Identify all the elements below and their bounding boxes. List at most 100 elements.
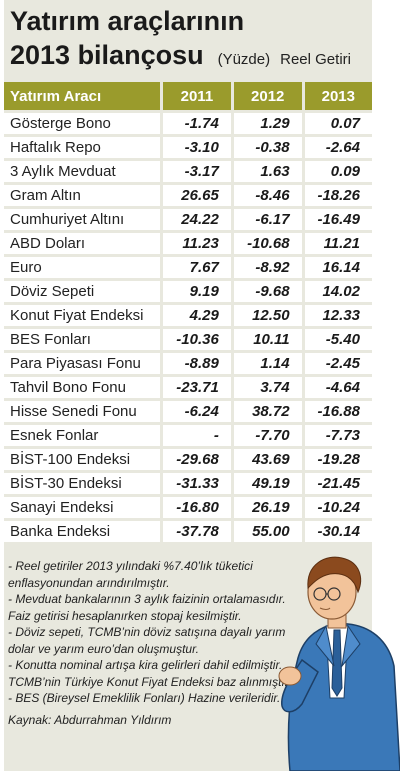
value-2012: 1.29 xyxy=(233,110,305,134)
value-2013: -19.28 xyxy=(304,446,372,470)
value-2011: -8.89 xyxy=(163,350,234,374)
value-2012: 3.74 xyxy=(233,374,305,398)
table-row: Cumhuriyet Altını 24.22 -6.17 -16.49 xyxy=(4,206,372,230)
value-2011: 26.65 xyxy=(163,182,234,206)
row-label: Hisse Senedi Fonu xyxy=(4,398,163,422)
table-row: BİST-30 Endeksi -31.33 49.19 -21.45 xyxy=(4,470,372,494)
infographic-title: Yatırım araçlarının 2013 bilançosu (Yüzd… xyxy=(10,4,351,77)
value-2013: -21.45 xyxy=(304,470,372,494)
value-2012: 12.50 xyxy=(233,302,305,326)
row-label: Gösterge Bono xyxy=(4,110,163,134)
value-2013: -16.88 xyxy=(304,398,372,422)
value-2011: 4.29 xyxy=(163,302,234,326)
row-label: BİST-100 Endeksi xyxy=(4,446,163,470)
value-2013: -7.73 xyxy=(304,422,372,446)
table-row: ABD Doları 11.23 -10.68 11.21 xyxy=(4,230,372,254)
table-row: Esnek Fonlar - -7.70 -7.73 xyxy=(4,422,372,446)
table-row: Sanayi Endeksi -16.80 26.19 -10.24 xyxy=(4,494,372,518)
businessman-illustration xyxy=(278,556,400,771)
row-label: Tahvil Bono Fonu xyxy=(4,374,163,398)
value-2012: 43.69 xyxy=(233,446,305,470)
value-2012: -0.38 xyxy=(233,134,305,158)
value-2011: -29.68 xyxy=(163,446,234,470)
row-label: Haftalık Repo xyxy=(4,134,163,158)
value-2011: -3.10 xyxy=(163,134,234,158)
row-label: BİST-30 Endeksi xyxy=(4,470,163,494)
value-2012: -6.17 xyxy=(233,206,305,230)
source-credit: Kaynak: Abdurrahman Yıldırım xyxy=(8,712,172,727)
value-2012: 1.14 xyxy=(233,350,305,374)
value-2013: -2.45 xyxy=(304,350,372,374)
value-2013: 0.07 xyxy=(304,110,372,134)
value-2011: 9.19 xyxy=(163,278,234,302)
value-2012: -8.92 xyxy=(233,254,305,278)
table-row: Gösterge Bono -1.74 1.29 0.07 xyxy=(4,110,372,134)
value-2011: -3.17 xyxy=(163,158,234,182)
value-2012: 55.00 xyxy=(233,518,305,542)
value-2012: -8.46 xyxy=(233,182,305,206)
value-2011: -23.71 xyxy=(163,374,234,398)
row-label: Esnek Fonlar xyxy=(4,422,163,446)
value-2011: -1.74 xyxy=(163,110,234,134)
value-2013: -16.49 xyxy=(304,206,372,230)
header-2012: 2012 xyxy=(233,82,305,110)
table-row: Tahvil Bono Fonu -23.71 3.74 -4.64 xyxy=(4,374,372,398)
value-2013: -4.64 xyxy=(304,374,372,398)
table-row: BES Fonları -10.36 10.11 -5.40 xyxy=(4,326,372,350)
header-2013: 2013 xyxy=(304,82,372,110)
value-2011: 24.22 xyxy=(163,206,234,230)
value-2012: 1.63 xyxy=(233,158,305,182)
value-2013: 16.14 xyxy=(304,254,372,278)
row-label: Konut Fiyat Endeksi xyxy=(4,302,163,326)
row-label: BES Fonları xyxy=(4,326,163,350)
value-2013: -5.40 xyxy=(304,326,372,350)
table-row: Euro 7.67 -8.92 16.14 xyxy=(4,254,372,278)
value-2013: -30.14 xyxy=(304,518,372,542)
value-2013: -10.24 xyxy=(304,494,372,518)
value-2011: -6.24 xyxy=(163,398,234,422)
footnote: - Döviz sepeti, TCMB’nin döviz satışına … xyxy=(8,625,286,656)
table-row: Hisse Senedi Fonu -6.24 38.72 -16.88 xyxy=(4,398,372,422)
row-label: Banka Endeksi xyxy=(4,518,163,542)
row-label: Gram Altın xyxy=(4,182,163,206)
value-2011: - xyxy=(163,422,234,446)
title-line-2-row: 2013 bilançosu (Yüzde) Reel Getiri xyxy=(10,38,351,77)
value-2012: 38.72 xyxy=(233,398,305,422)
row-label: ABD Doları xyxy=(4,230,163,254)
row-label: Cumhuriyet Altını xyxy=(4,206,163,230)
row-label: Para Piyasası Fonu xyxy=(4,350,163,374)
value-2012: -9.68 xyxy=(233,278,305,302)
row-label: Euro xyxy=(4,254,163,278)
row-label: Sanayi Endeksi xyxy=(4,494,163,518)
footnotes: - Reel getiriler 2013 yılındaki %7.40’lı… xyxy=(8,558,308,728)
table-row: Para Piyasası Fonu -8.89 1.14 -2.45 xyxy=(4,350,372,374)
value-2012: 10.11 xyxy=(233,326,305,350)
value-2012: -7.70 xyxy=(233,422,305,446)
table-row: BİST-100 Endeksi -29.68 43.69 -19.28 xyxy=(4,446,372,470)
title-line-2: 2013 bilançosu xyxy=(10,40,204,70)
returns-table: Yatırım Aracı 2011 2012 2013 Gösterge Bo… xyxy=(4,82,372,542)
footnote: - BES (Bireysel Emeklilik Fonları) Hazin… xyxy=(8,691,281,705)
value-2013: -2.64 xyxy=(304,134,372,158)
value-2013: -18.26 xyxy=(304,182,372,206)
unit-label: (Yüzde) xyxy=(217,51,271,68)
value-2011: -37.78 xyxy=(163,518,234,542)
table-header-row: Yatırım Aracı 2011 2012 2013 xyxy=(4,82,372,110)
table-row: Banka Endeksi -37.78 55.00 -30.14 xyxy=(4,518,372,542)
value-2011: 7.67 xyxy=(163,254,234,278)
table-row: 3 Aylık Mevduat -3.17 1.63 0.09 xyxy=(4,158,372,182)
row-label: 3 Aylık Mevduat xyxy=(4,158,163,182)
footnote: - Konutta nominal artışa kira gelirleri … xyxy=(8,658,292,689)
value-2012: -10.68 xyxy=(233,230,305,254)
header-2011: 2011 xyxy=(163,82,234,110)
value-2011: -31.33 xyxy=(163,470,234,494)
value-2013: 12.33 xyxy=(304,302,372,326)
value-2011: 11.23 xyxy=(163,230,234,254)
row-label: Döviz Sepeti xyxy=(4,278,163,302)
value-2013: 14.02 xyxy=(304,278,372,302)
footnote: - Reel getiriler 2013 yılındaki %7.40’lı… xyxy=(8,559,253,590)
value-2012: 26.19 xyxy=(233,494,305,518)
table-row: Döviz Sepeti 9.19 -9.68 14.02 xyxy=(4,278,372,302)
subtitle: Reel Getiri xyxy=(280,51,351,68)
value-2011: -16.80 xyxy=(163,494,234,518)
